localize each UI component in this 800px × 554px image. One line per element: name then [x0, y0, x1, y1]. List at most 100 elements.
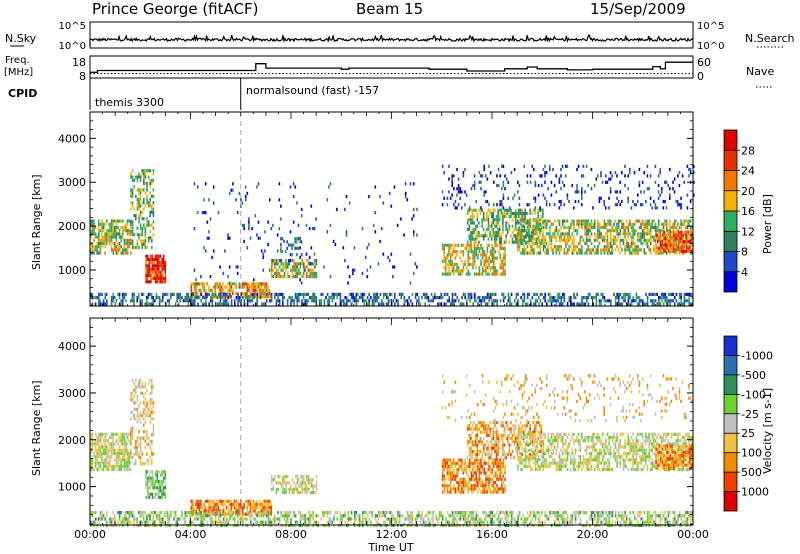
- scatter-cell: [115, 458, 118, 462]
- scatter-cell: [227, 233, 229, 237]
- scatter-cell: [446, 243, 449, 247]
- freq-trace: [89, 61, 693, 73]
- scatter-cell: [313, 227, 316, 231]
- scatter-cell: [616, 222, 618, 226]
- scatter-cell: [299, 262, 302, 266]
- scatter-cell: [136, 520, 138, 524]
- scatter-cell: [362, 517, 364, 521]
- scatter-cell: [219, 288, 221, 292]
- scatter-cell: [662, 292, 665, 296]
- scatter-cell: [603, 296, 606, 300]
- scatter-cell: [640, 232, 642, 236]
- scatter-cell: [557, 248, 559, 252]
- scatter-cell: [609, 238, 612, 242]
- scatter-cell: [565, 245, 567, 249]
- scatter-cell: [138, 511, 140, 515]
- scatter-cell: [589, 238, 591, 242]
- scatter-cell: [101, 467, 103, 472]
- scatter-cell: [150, 470, 152, 474]
- scatter-cell: [117, 219, 119, 223]
- scatter-cell: [342, 246, 345, 250]
- scatter-cell: [222, 299, 225, 303]
- scatter-cell: [688, 302, 690, 306]
- scatter-cell: [522, 215, 525, 219]
- scatter-cell: [139, 414, 142, 418]
- scatter-cell: [93, 238, 95, 242]
- scatter-cell: [101, 238, 103, 242]
- scatter-cell: [150, 280, 152, 284]
- scatter-cell: [211, 255, 213, 259]
- scatter-cell: [488, 262, 490, 267]
- scatter-cell: [630, 299, 633, 303]
- scatter-cell: [216, 282, 218, 286]
- scatter-cell: [114, 296, 116, 300]
- scatter-cell: [614, 229, 617, 233]
- scatter-cell: [653, 245, 655, 249]
- scatter-cell: [118, 445, 121, 449]
- scatter-cell: [533, 196, 535, 200]
- scatter-cell: [502, 266, 505, 270]
- y-tick-label: 3000: [58, 176, 86, 189]
- scatter-cell: [107, 229, 110, 233]
- scatter-cell: [286, 265, 289, 269]
- scatter-cell: [586, 299, 588, 303]
- scatter-cell: [682, 236, 685, 241]
- scatter-cell: [90, 455, 92, 459]
- scatter-cell: [138, 191, 140, 195]
- scatter-cell: [196, 291, 199, 296]
- scatter-cell: [649, 251, 652, 255]
- scatter-cell: [241, 285, 244, 289]
- scatter-cell: [262, 291, 265, 296]
- scatter-cell: [600, 196, 602, 200]
- scatter-cell: [146, 273, 149, 277]
- y-tick-label: 2000: [58, 220, 86, 233]
- scatter-cell: [643, 238, 646, 242]
- scatter-cell: [106, 514, 108, 518]
- scatter-cell: [518, 211, 520, 215]
- scatter-cell: [219, 285, 221, 289]
- scatter-cell: [133, 207, 135, 211]
- scatter-cell: [480, 259, 482, 263]
- scatter-cell: [494, 231, 496, 235]
- scatter-cell: [465, 193, 468, 197]
- scatter-cell: [91, 248, 94, 252]
- scatter-cell: [288, 490, 291, 495]
- scatter-cell: [474, 237, 477, 241]
- scatter-cell: [125, 432, 127, 436]
- scatter-cell: [143, 462, 145, 466]
- scatter-cell: [565, 241, 567, 246]
- scatter-cell: [677, 230, 680, 234]
- scatter-cell: [123, 455, 126, 459]
- scatter-cell: [320, 299, 322, 303]
- scatter-cell: [537, 222, 540, 226]
- scatter-cell: [291, 478, 294, 482]
- scatter-cell: [120, 251, 122, 255]
- scatter-cell: [209, 502, 212, 507]
- scatter-cell: [306, 292, 308, 296]
- scatter-cell: [204, 509, 207, 513]
- scatter-cell: [566, 251, 569, 255]
- scatter-cell: [651, 222, 654, 226]
- scatter-cell: [650, 292, 652, 296]
- scatter-cell: [123, 458, 126, 462]
- scatter-cell: [294, 292, 297, 296]
- scatter-cell: [241, 512, 244, 516]
- scatter-cell: [200, 288, 202, 292]
- scatter-cell: [368, 302, 370, 306]
- scatter-cell: [566, 164, 569, 168]
- scatter-cell: [256, 506, 258, 510]
- scatter-cell: [154, 257, 157, 261]
- scatter-cell: [690, 233, 693, 237]
- scatter-cell: [91, 229, 94, 233]
- scatter-cell: [146, 414, 148, 418]
- scatter-cell: [669, 193, 671, 197]
- scatter-cell: [270, 512, 273, 516]
- scatter-cell: [208, 198, 210, 202]
- scatter-cell: [195, 506, 197, 510]
- scatter-cell: [110, 435, 113, 440]
- scatter-cell: [229, 511, 231, 515]
- scatter-cell: [672, 240, 675, 244]
- scatter-cell: [251, 227, 253, 231]
- scatter-cell: [386, 511, 388, 515]
- scatter-cell: [296, 253, 298, 257]
